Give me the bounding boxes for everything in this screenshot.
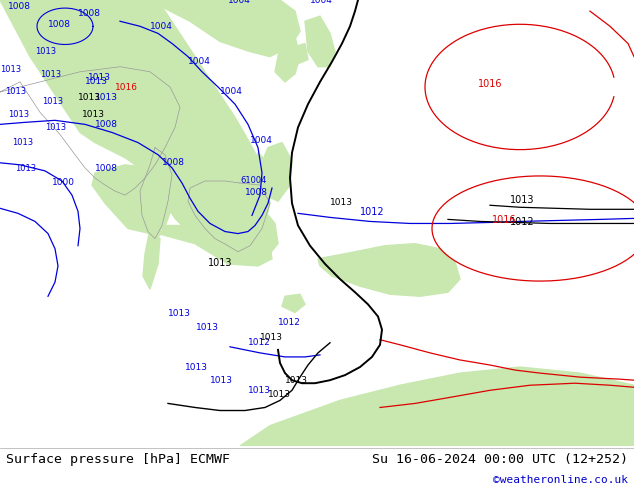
Text: 1013: 1013	[5, 87, 26, 96]
Text: 1016: 1016	[478, 79, 503, 89]
Polygon shape	[275, 36, 300, 82]
Text: 1012: 1012	[360, 207, 385, 218]
Text: 1013: 1013	[168, 310, 191, 318]
Polygon shape	[282, 294, 305, 313]
Polygon shape	[92, 165, 170, 234]
Text: 1008: 1008	[95, 121, 118, 129]
Text: 1013: 1013	[0, 65, 21, 74]
Polygon shape	[260, 143, 292, 201]
Text: 1013: 1013	[45, 123, 66, 132]
Text: 1013: 1013	[185, 363, 208, 372]
Text: 1013: 1013	[248, 386, 271, 395]
Polygon shape	[143, 228, 160, 289]
Text: 1013: 1013	[35, 47, 56, 55]
Text: 1013: 1013	[82, 110, 105, 119]
Text: 1013: 1013	[210, 376, 233, 385]
Text: 1008: 1008	[162, 158, 185, 167]
Text: 1013: 1013	[208, 258, 233, 268]
Text: 1012: 1012	[248, 338, 271, 347]
Text: 1013: 1013	[88, 73, 111, 82]
Text: Surface pressure [hPa] ECMWF: Surface pressure [hPa] ECMWF	[6, 453, 230, 466]
Polygon shape	[318, 244, 460, 296]
Text: 1013: 1013	[95, 93, 118, 102]
Text: 1008: 1008	[95, 164, 118, 173]
Text: 1000: 1000	[52, 178, 75, 187]
Text: 1004: 1004	[220, 87, 243, 96]
Text: 1012: 1012	[278, 318, 301, 326]
Text: 1013: 1013	[42, 97, 63, 106]
Text: 1013: 1013	[196, 322, 219, 332]
Text: 1013: 1013	[268, 391, 291, 399]
Polygon shape	[155, 225, 272, 266]
Polygon shape	[305, 16, 335, 67]
Text: 1008: 1008	[245, 188, 268, 197]
Text: 1013: 1013	[330, 198, 353, 207]
Polygon shape	[295, 44, 308, 64]
Polygon shape	[240, 211, 278, 256]
Text: 1008: 1008	[8, 2, 31, 11]
Text: 1013: 1013	[40, 70, 61, 79]
Text: 1012: 1012	[510, 218, 534, 227]
Text: 1004: 1004	[310, 0, 333, 5]
Text: 1016: 1016	[492, 216, 517, 225]
Text: Su 16-06-2024 00:00 UTC (12+252): Su 16-06-2024 00:00 UTC (12+252)	[372, 453, 628, 466]
Text: 1004: 1004	[250, 136, 273, 145]
Text: 1008: 1008	[48, 20, 71, 29]
Text: 1013: 1013	[15, 164, 36, 173]
Polygon shape	[185, 178, 258, 249]
Polygon shape	[252, 153, 268, 180]
Text: 1013: 1013	[285, 376, 308, 385]
Text: 1016: 1016	[115, 83, 138, 92]
Text: 1013: 1013	[85, 77, 108, 86]
Text: 61004: 61004	[240, 176, 266, 185]
Polygon shape	[0, 0, 270, 254]
Text: 1013: 1013	[78, 93, 101, 102]
Text: 1004: 1004	[150, 23, 173, 31]
Text: ©weatheronline.co.uk: ©weatheronline.co.uk	[493, 475, 628, 485]
Polygon shape	[240, 367, 634, 446]
Text: 1013: 1013	[260, 333, 283, 342]
Text: 1013: 1013	[8, 110, 29, 119]
Text: 1004: 1004	[188, 57, 211, 66]
Text: 1004: 1004	[228, 0, 251, 5]
Text: 1013: 1013	[510, 195, 534, 205]
Text: 1013: 1013	[12, 138, 33, 147]
Text: 1008: 1008	[78, 9, 101, 18]
Polygon shape	[138, 147, 178, 239]
Polygon shape	[150, 0, 300, 57]
